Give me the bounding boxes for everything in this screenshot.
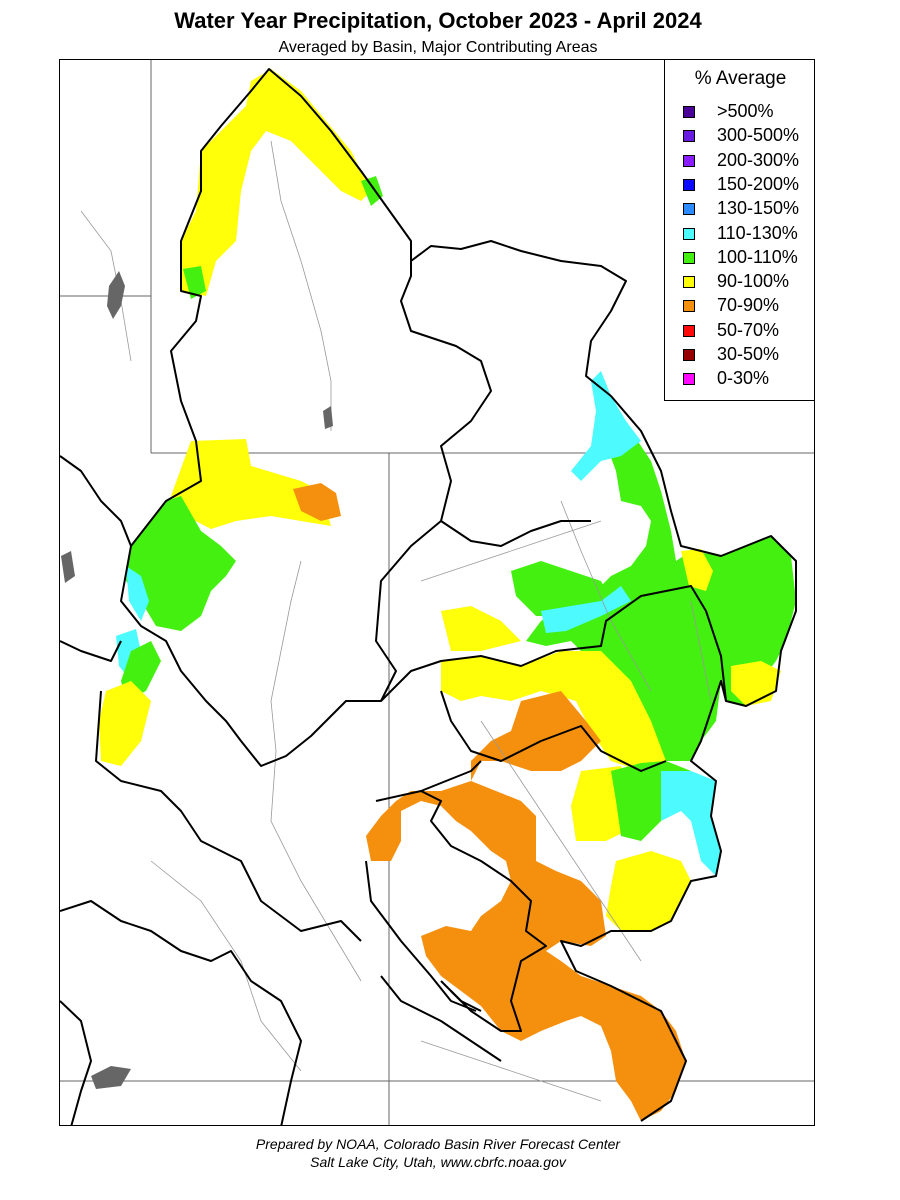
legend-label: 300-500% [717, 125, 800, 146]
precip-regions [99, 69, 796, 1121]
basin-boundary [410, 240, 797, 1122]
basin-boundaries [60, 68, 797, 1125]
region-90-100 [681, 549, 781, 706]
region-70-90 [293, 483, 341, 521]
region-110-130 [661, 771, 721, 876]
river [420, 520, 602, 582]
legend-label: 50-70% [717, 319, 780, 340]
basin-boundary [380, 585, 727, 702]
basin-boundary [380, 975, 502, 1062]
legend-swatch [683, 203, 695, 216]
basin-boundary [95, 690, 362, 942]
river [150, 860, 302, 1072]
credit-line-2: Salt Lake City, Utah, www.cbrfc.noaa.gov [310, 1154, 566, 1170]
basin-boundary [420, 790, 547, 1032]
map-title: Water Year Precipitation, October 2023 -… [174, 8, 702, 33]
river [480, 720, 642, 962]
legend-swatch [683, 324, 695, 337]
map-subtitle: Averaged by Basin, Major Contributing Ar… [278, 39, 598, 56]
basin-boundary [60, 1000, 92, 1125]
legend-swatch [683, 300, 695, 313]
river [270, 560, 362, 982]
basin-boundary [60, 640, 122, 662]
legend-swatch [683, 130, 695, 143]
legend-title: % Average [694, 68, 787, 89]
basin-boundary [120, 68, 492, 767]
legend-label: 70-90% [717, 295, 780, 316]
legend-label: 30-50% [717, 344, 780, 364]
legend-label: 200-300% [717, 149, 800, 170]
river [690, 600, 712, 702]
basin-boundary [440, 980, 482, 1012]
region-100-110 [511, 561, 611, 616]
basin-boundary [60, 900, 302, 1125]
basin-boundary [60, 455, 132, 547]
basin-boundary [440, 520, 591, 547]
legend-swatch [683, 227, 695, 240]
legend-swatch [683, 276, 695, 289]
legend-label: >500% [717, 101, 774, 121]
region-110-130 [126, 566, 149, 621]
lake [61, 551, 75, 583]
region-90-100 [99, 681, 151, 766]
legend-label: 100-110% [717, 246, 798, 267]
river [270, 140, 332, 431]
region-100-110 [126, 496, 236, 631]
region-90-100 [441, 606, 521, 651]
basin-boundary [440, 690, 667, 772]
legend-swatch [683, 373, 695, 386]
map-legend: % Average >500% 300-500% 200-300% 150-200% 1… [664, 59, 815, 401]
region-90-100 [606, 851, 691, 931]
region-110-130 [571, 371, 641, 481]
state-lines [60, 60, 814, 1125]
region-110-130 [541, 586, 631, 633]
legend-swatch [683, 178, 695, 191]
legend-label: 110-130% [717, 222, 798, 243]
legend-swatch [683, 154, 695, 167]
basin-boundary [365, 760, 482, 1012]
legend-swatch [683, 106, 695, 118]
legend-label: 90-100% [717, 271, 790, 292]
legend-label: 0-30% [717, 368, 770, 389]
basin-map-svg [60, 60, 814, 1125]
credit-line-1: Prepared by NOAA, Colorado Basin River F… [255, 1136, 621, 1152]
lakes [61, 271, 333, 1089]
region-100-110 [183, 176, 383, 299]
rivers [80, 140, 712, 1102]
region-90-100 [171, 439, 331, 529]
legend-swatch [683, 349, 695, 361]
region-90-100 [181, 69, 371, 296]
region-70-90 [366, 691, 686, 1121]
lake [91, 1066, 131, 1089]
lake [323, 406, 333, 429]
legend-swatch [683, 251, 695, 264]
legend-label: 150-200% [717, 173, 800, 194]
river [420, 1040, 602, 1102]
region-90-100 [441, 651, 666, 771]
legend-label: 130-150% [717, 198, 800, 219]
river [560, 500, 652, 692]
region-100-110 [526, 431, 796, 761]
lake [107, 271, 125, 319]
